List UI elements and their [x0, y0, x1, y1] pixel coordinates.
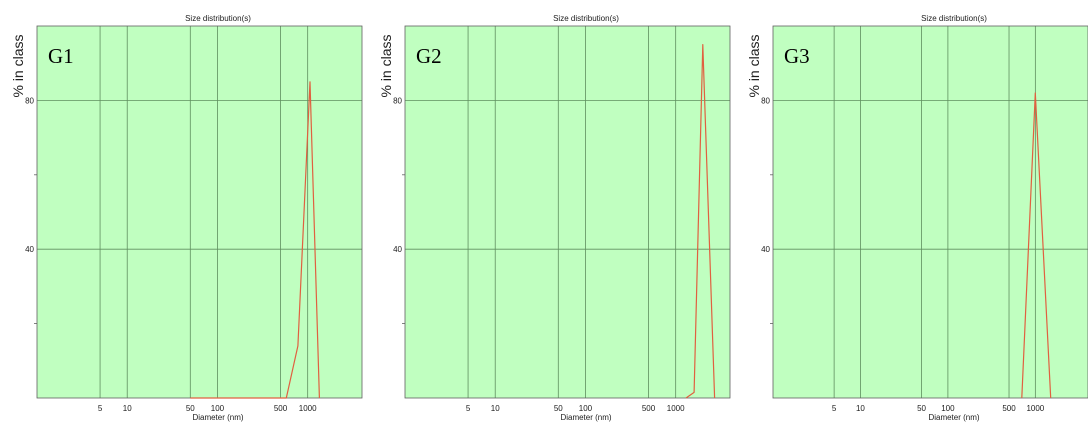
- x-tick-label: 100: [211, 404, 225, 413]
- x-tick-label: 5: [98, 404, 103, 413]
- panel-label: G2: [416, 44, 442, 68]
- x-tick-label: 5: [466, 404, 471, 413]
- x-tick-label: 500: [642, 404, 656, 413]
- plot-frame: [772, 25, 1088, 399]
- y-tick-label: 40: [393, 245, 402, 254]
- x-axis-label: Diameter (nm): [560, 413, 611, 422]
- y-tick-label: 80: [393, 96, 402, 105]
- plot-frame: [404, 25, 731, 399]
- x-tick-label: 100: [579, 404, 593, 413]
- y-tick-label: 40: [761, 245, 770, 254]
- y-tick-label: 80: [25, 96, 34, 105]
- x-tick-label: 50: [554, 404, 563, 413]
- x-tick-label: 10: [856, 404, 865, 413]
- plot-area: [37, 26, 362, 398]
- y-axis-label: % in class: [10, 34, 26, 97]
- series-line: [1021, 92, 1052, 399]
- plot-area: [405, 26, 730, 398]
- series-line: [685, 43, 716, 399]
- chart-panel-1: 5 10 50 100 500 1000 40 80 Size distribution(s) D…: [10, 14, 363, 422]
- x-axis-label: Diameter (nm): [192, 413, 243, 422]
- panel-label: G3: [784, 44, 810, 68]
- chart-title: Size distribution(s): [921, 14, 987, 23]
- x-tick-label: 1000: [1026, 404, 1044, 413]
- x-tick-label: 50: [917, 404, 926, 413]
- x-tick-label: 500: [274, 404, 288, 413]
- x-tick-label: 10: [123, 404, 132, 413]
- x-tick-label: 1000: [667, 404, 685, 413]
- chart-panel-2: 5 10 50 100 500 1000 40 80 Size distribution(s) D…: [378, 14, 731, 422]
- y-tick-label: 40: [25, 245, 34, 254]
- chart-panel-3: 5 10 50 100 500 1000 40 80 Size distribution(s) D…: [746, 14, 1088, 422]
- y-tick-label: 80: [761, 96, 770, 105]
- x-tick-label: 10: [491, 404, 500, 413]
- x-axis-label: Diameter (nm): [928, 413, 979, 422]
- y-axis-label: % in class: [746, 34, 762, 97]
- x-tick-label: 500: [1002, 404, 1016, 413]
- x-tick-label: 5: [832, 404, 837, 413]
- series-line: [190, 81, 320, 399]
- chart-title: Size distribution(s): [553, 14, 619, 23]
- x-tick-label: 1000: [299, 404, 317, 413]
- chart-title: Size distribution(s): [185, 14, 251, 23]
- x-tick-label: 50: [186, 404, 195, 413]
- panel-label: G1: [48, 44, 74, 68]
- y-axis-label: % in class: [378, 34, 394, 97]
- x-tick-label: 100: [941, 404, 955, 413]
